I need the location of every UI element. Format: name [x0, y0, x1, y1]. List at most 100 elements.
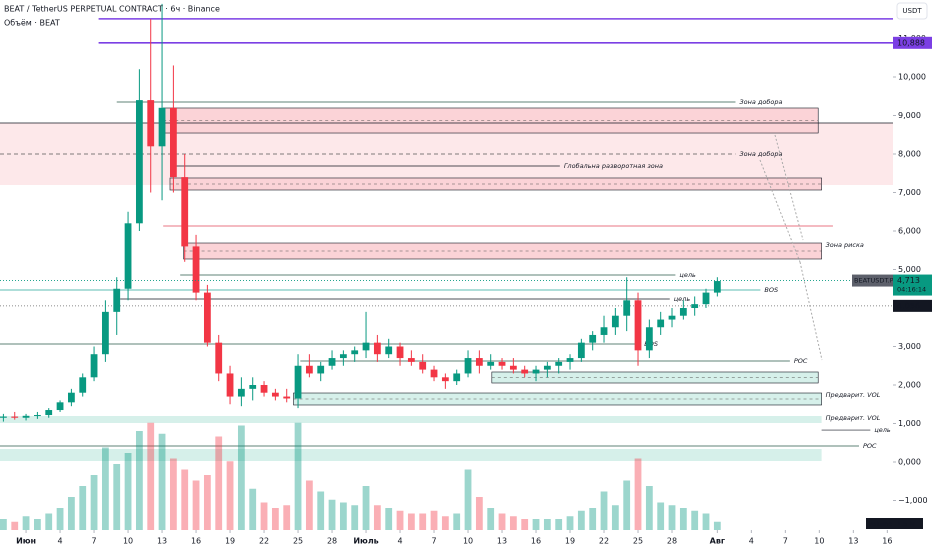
volume-bar	[237, 425, 245, 530]
volume-bar	[453, 513, 461, 530]
volume-bar	[192, 480, 200, 530]
volume-bar	[441, 516, 449, 530]
candle-body	[396, 346, 404, 359]
projection-line	[799, 261, 823, 361]
volume-bar	[56, 508, 64, 530]
volume-bar	[317, 491, 325, 530]
x-tick-label: 7	[92, 537, 97, 546]
candle-body	[362, 342, 370, 351]
volume-bar	[509, 516, 517, 530]
volume-bar	[11, 521, 19, 530]
volume-bar	[600, 491, 608, 530]
volume-bar	[147, 422, 155, 530]
level-label: Зона добора	[739, 98, 782, 106]
plot-area: Зона риска Предварит. VOL Предварит. VOL Зо…	[0, 3, 893, 530]
candle-body	[555, 361, 563, 366]
candle-body	[113, 288, 121, 312]
candle-body	[0, 416, 7, 418]
zone	[0, 415, 822, 424]
volume-bar	[203, 475, 211, 530]
volume-bar	[532, 519, 540, 530]
price-tag-label: 10,888	[897, 38, 925, 47]
volume-last-tag	[893, 518, 923, 529]
y-tick-label: 2,000	[898, 381, 921, 390]
candle-body	[600, 327, 608, 335]
price-tag-label: 4,056	[897, 301, 920, 310]
volume-bar	[713, 521, 721, 530]
volume-bar	[158, 433, 166, 530]
x-tick-label: 10	[463, 537, 473, 546]
y-tick-label: 5,000	[898, 265, 921, 274]
volume-bar	[305, 480, 313, 530]
volume-bar	[351, 505, 359, 530]
volume-bar	[79, 486, 87, 530]
y-tick-label: 10,000	[898, 73, 926, 82]
candle-body	[203, 292, 211, 343]
volume-title: Volume	[868, 520, 892, 528]
x-tick-label: 16	[882, 537, 892, 546]
level-label: Глобальна разворотная зона	[564, 162, 663, 170]
price-tag	[893, 36, 932, 49]
candle-body	[453, 373, 461, 382]
candle-body	[45, 410, 53, 416]
candle-body	[566, 358, 574, 362]
x-tick-label: 28	[327, 537, 337, 546]
candle-body	[249, 385, 257, 389]
candle-body	[181, 177, 189, 247]
volume-bar	[328, 499, 336, 530]
volume-bar	[577, 510, 585, 530]
candle-body	[101, 311, 109, 355]
y-tick-label: 9,000	[898, 111, 921, 120]
candle-body	[260, 385, 268, 393]
y-tick-label: −1,000	[898, 496, 928, 505]
zone-label: Предварит. VOL	[826, 391, 881, 399]
volume-bar	[679, 508, 687, 530]
x-tick-label: 10	[123, 537, 133, 546]
level-label: цель	[679, 271, 696, 279]
volume-bar	[611, 505, 619, 530]
volume-bar	[271, 508, 279, 530]
x-tick-label: 4	[58, 537, 63, 546]
currency[interactable]: USDT	[902, 7, 922, 15]
candle-body	[407, 358, 415, 362]
volume-bar	[22, 516, 30, 530]
candle-body	[532, 369, 540, 374]
candle-body	[135, 100, 143, 224]
volume-bar	[283, 505, 291, 530]
candle-body	[283, 396, 291, 399]
candle-body	[33, 415, 41, 417]
candle-body	[543, 365, 551, 370]
volume-bar	[464, 469, 472, 530]
candle-body	[713, 281, 721, 293]
candle-body	[11, 416, 19, 418]
candle-body	[294, 365, 302, 399]
x-tick-label: 22	[259, 537, 269, 546]
volume-bar	[566, 516, 574, 530]
time-scale	[0, 530, 893, 550]
candle-body	[90, 354, 98, 378]
volume-bar	[634, 458, 642, 530]
candle-body	[305, 365, 313, 374]
candle-body	[169, 107, 177, 178]
candle-body	[691, 304, 699, 309]
level-label: POC	[863, 442, 877, 450]
currency-button[interactable]	[896, 2, 928, 20]
x-tick-label: 7	[783, 537, 788, 546]
x-tick-label: 25	[633, 537, 643, 546]
volume-bar	[124, 453, 132, 530]
x-tick-label: 28	[667, 537, 677, 546]
x-tick-label: 4	[749, 537, 754, 546]
last-price-tag	[893, 274, 932, 296]
x-tick-label: 13	[848, 537, 858, 546]
candle-body	[679, 308, 687, 316]
candle-body	[509, 365, 517, 370]
candle-body	[158, 107, 166, 147]
candle-body	[67, 392, 75, 403]
candle-body	[79, 377, 87, 393]
candle-body	[702, 292, 710, 305]
volume-bar	[430, 510, 438, 530]
volume-bar	[226, 461, 234, 530]
x-tick-label: 13	[497, 537, 507, 546]
zone-label: Предварит. VOL	[826, 414, 881, 422]
